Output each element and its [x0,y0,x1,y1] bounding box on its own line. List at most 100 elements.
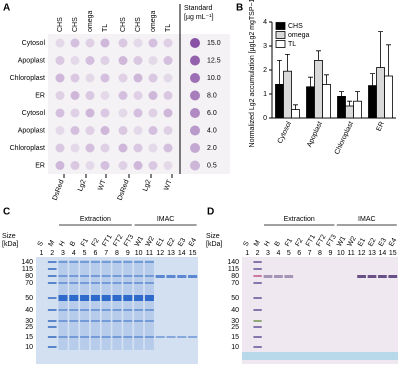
blot-dot [133,56,143,65]
blot-dot [55,91,65,100]
legend-swatch [275,40,286,48]
blot-dot [118,161,128,170]
blot-dot [133,161,143,170]
protein-band [80,275,90,277]
lane-label: B [274,240,283,248]
standard-value: 6.0 [207,110,217,117]
protein-band [123,309,133,311]
protein-band [144,320,154,322]
lane-label: E1 [155,237,165,248]
blot-dot [55,73,65,83]
protein-band [284,275,294,278]
lane-label: E2 [367,237,377,248]
blot-dot [85,73,95,83]
lane-label: FT2 [315,234,327,248]
lane-label: H [58,240,67,248]
blot-dot [55,143,65,153]
error-bar [339,91,344,97]
bar [322,84,331,119]
standard-value: 4.0 [207,127,217,134]
blot-dot [70,91,80,100]
protein-band [80,282,90,284]
size-label: [kDa] [2,241,18,248]
size-marker-label: 115 [228,266,239,273]
blot-dot [85,56,95,65]
size-marker-label: 25 [231,324,239,331]
row-label: Cytosol [22,40,46,47]
protein-band [90,275,100,277]
standard-value: 10.0 [207,75,221,82]
error-bar [370,73,375,86]
row-label: ER [35,162,45,169]
lane-smear [134,260,144,350]
lane-label: B [69,240,78,248]
error-bar [285,54,290,72]
blot-dot [163,126,173,135]
lane-label: FT3 [123,234,135,248]
protein-band [112,282,122,284]
marker-band [47,297,57,299]
lane-number: 5 [83,250,87,257]
protein-band [58,320,68,322]
size-marker-label: 50 [25,295,33,302]
standard-dot [190,90,200,101]
error-bar [378,31,383,68]
lane-label: E1 [357,237,367,248]
blot-dot [85,91,95,100]
protein-band [123,275,133,277]
standard-value: 0.5 [207,162,217,169]
lane-label: E3 [177,237,187,248]
lane-label: W1 [134,235,145,248]
error-bar [347,100,352,106]
standard-value: 12.5 [207,57,221,64]
marker-band [47,346,57,348]
legend-label: CHS [288,23,303,30]
protein-band [69,320,79,322]
standard-dot [190,160,200,171]
lane-label: S [37,240,46,248]
blot-dot [85,38,95,48]
column-label: CHS [57,17,64,32]
row-label: Cytosol [22,110,46,117]
protein-band [101,261,111,263]
marker-band [253,275,262,277]
blot-dot [70,108,80,118]
lane-number: 12 [358,250,366,257]
y-tick-label: 3 [263,43,267,50]
lane-label: F1 [80,237,90,248]
blot-dot [148,91,158,100]
protein-band [263,275,273,278]
lane-number: 1 [245,250,249,257]
row-label: Apoplast [18,127,45,134]
blot-dot [100,126,110,135]
lane-smear [112,260,122,350]
blot-dot [118,73,128,83]
protein-band [101,282,111,284]
marker-band [47,309,57,311]
bar [353,100,362,119]
blot-dot [163,91,173,100]
blot-dot [163,108,173,118]
lane-label: FT2 [112,234,124,248]
protein-band [378,275,387,278]
protein-band [58,275,68,277]
marker-band [47,275,57,277]
lane-label: FT1 [101,234,113,248]
protein-band [134,295,144,301]
size-marker-label: 40 [25,307,33,314]
bar [345,105,354,119]
blot-dot [55,108,65,118]
blot-dot [55,56,65,65]
protein-band [112,309,122,311]
protein-band [188,275,198,278]
protein-band [357,275,366,278]
column-label: omega [150,10,157,32]
protein-band [80,309,90,311]
protein-band [101,320,111,322]
lane-number: 6 [93,250,97,257]
lane-group-header: IMAC [157,216,175,223]
lane-label: F2 [294,237,304,248]
lane-label: F1 [284,237,294,248]
size-marker-label: 80 [231,273,239,280]
marker-band [253,326,262,328]
